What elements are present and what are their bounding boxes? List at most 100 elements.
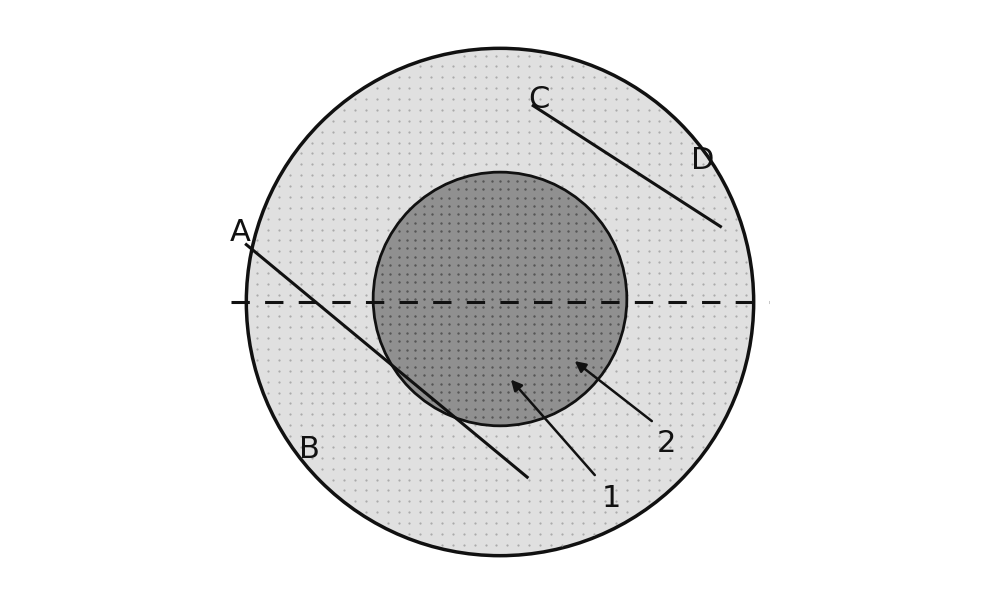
Point	[534, 252, 550, 262]
Point	[532, 159, 548, 169]
Point	[434, 203, 450, 213]
Point	[423, 507, 439, 517]
Point	[532, 344, 548, 354]
Point	[568, 226, 584, 236]
Point	[347, 94, 363, 104]
Point	[651, 355, 667, 365]
Point	[526, 362, 542, 371]
Point	[630, 377, 646, 387]
Point	[509, 243, 525, 253]
Point	[450, 269, 466, 278]
Point	[619, 279, 635, 289]
Point	[662, 464, 678, 474]
Point	[651, 268, 667, 278]
Point	[407, 260, 423, 270]
Point	[478, 149, 494, 158]
Point	[401, 475, 417, 484]
Point	[475, 413, 491, 422]
Point	[467, 529, 483, 539]
Point	[585, 226, 601, 236]
Point	[641, 312, 657, 321]
Point	[662, 442, 678, 452]
Point	[651, 388, 667, 397]
Point	[526, 243, 542, 253]
Point	[391, 475, 407, 484]
Point	[391, 464, 407, 474]
Point	[391, 518, 407, 528]
Point	[568, 345, 584, 355]
Point	[391, 410, 407, 419]
Point	[401, 279, 417, 289]
Point	[641, 149, 657, 158]
Point	[347, 431, 363, 441]
Point	[641, 236, 657, 245]
Point	[673, 149, 689, 158]
Point	[500, 387, 516, 397]
Point	[554, 94, 570, 104]
Point	[336, 399, 352, 408]
Point	[492, 396, 508, 405]
Point	[662, 257, 678, 267]
Point	[706, 279, 722, 289]
Point	[532, 420, 548, 430]
Point	[369, 192, 385, 202]
Point	[575, 333, 591, 343]
Point	[509, 277, 525, 287]
Point	[517, 387, 533, 397]
Point	[347, 203, 363, 213]
Point	[293, 333, 309, 343]
Point	[619, 496, 635, 506]
Point	[336, 355, 352, 365]
Point	[478, 236, 494, 245]
Point	[543, 486, 559, 495]
Point	[467, 214, 483, 223]
Point	[526, 252, 542, 262]
Point	[586, 225, 602, 234]
Point	[695, 159, 711, 169]
Point	[499, 181, 515, 191]
Point	[358, 170, 374, 180]
Point	[358, 116, 374, 126]
Point	[597, 518, 613, 528]
Point	[450, 286, 466, 295]
Point	[456, 72, 472, 82]
Point	[499, 149, 515, 158]
Point	[412, 464, 428, 474]
Point	[423, 323, 439, 332]
Point	[554, 366, 570, 376]
Point	[369, 344, 385, 354]
Point	[585, 286, 601, 295]
Point	[260, 301, 276, 310]
Point	[423, 72, 439, 82]
Point	[488, 377, 504, 387]
Point	[450, 311, 466, 321]
Point	[543, 312, 559, 321]
Point	[467, 72, 483, 82]
Point	[630, 170, 646, 180]
Point	[399, 286, 415, 295]
Point	[456, 51, 472, 60]
Point	[412, 355, 428, 365]
Point	[475, 396, 491, 405]
Point	[510, 116, 526, 126]
Point	[358, 290, 374, 300]
Point	[304, 377, 320, 387]
Point	[458, 379, 474, 388]
Point	[695, 399, 711, 408]
Point	[314, 170, 330, 180]
Point	[738, 312, 754, 321]
Point	[526, 387, 542, 397]
Point	[575, 355, 591, 365]
Point	[488, 214, 504, 223]
Point	[673, 442, 689, 452]
Point	[456, 344, 472, 354]
Point	[271, 290, 287, 300]
Point	[492, 320, 508, 329]
Point	[441, 396, 457, 405]
Point	[336, 388, 352, 397]
Point	[551, 210, 567, 219]
Point	[610, 320, 626, 329]
Point	[314, 203, 330, 213]
Point	[673, 431, 689, 441]
Point	[510, 72, 526, 82]
